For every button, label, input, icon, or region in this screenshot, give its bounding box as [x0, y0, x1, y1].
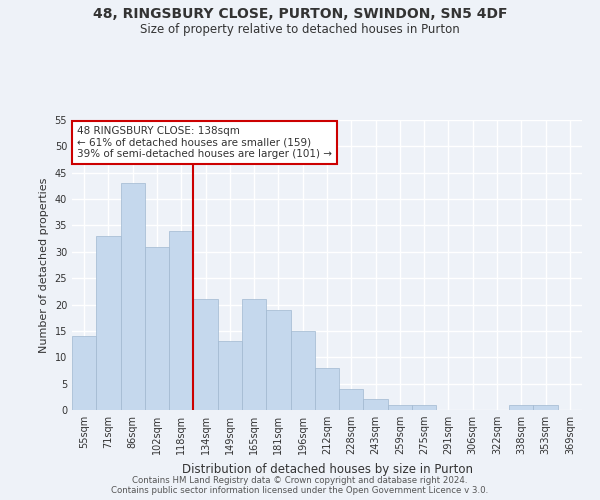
- Bar: [364, 400, 388, 410]
- Bar: [218, 342, 242, 410]
- Bar: [145, 246, 169, 410]
- Bar: [509, 404, 533, 410]
- Bar: [339, 389, 364, 410]
- Bar: [169, 230, 193, 410]
- X-axis label: Distribution of detached houses by size in Purton: Distribution of detached houses by size …: [182, 462, 473, 475]
- Bar: [193, 300, 218, 410]
- Text: Contains HM Land Registry data © Crown copyright and database right 2024.: Contains HM Land Registry data © Crown c…: [132, 476, 468, 485]
- Y-axis label: Number of detached properties: Number of detached properties: [39, 178, 49, 352]
- Bar: [533, 404, 558, 410]
- Text: 48, RINGSBURY CLOSE, PURTON, SWINDON, SN5 4DF: 48, RINGSBURY CLOSE, PURTON, SWINDON, SN…: [93, 8, 507, 22]
- Bar: [290, 331, 315, 410]
- Bar: [266, 310, 290, 410]
- Text: Contains public sector information licensed under the Open Government Licence v : Contains public sector information licen…: [112, 486, 488, 495]
- Bar: [242, 300, 266, 410]
- Text: 48 RINGSBURY CLOSE: 138sqm
← 61% of detached houses are smaller (159)
39% of sem: 48 RINGSBURY CLOSE: 138sqm ← 61% of deta…: [77, 126, 332, 159]
- Bar: [72, 336, 96, 410]
- Bar: [388, 404, 412, 410]
- Bar: [315, 368, 339, 410]
- Bar: [412, 404, 436, 410]
- Bar: [96, 236, 121, 410]
- Text: Size of property relative to detached houses in Purton: Size of property relative to detached ho…: [140, 22, 460, 36]
- Bar: [121, 184, 145, 410]
